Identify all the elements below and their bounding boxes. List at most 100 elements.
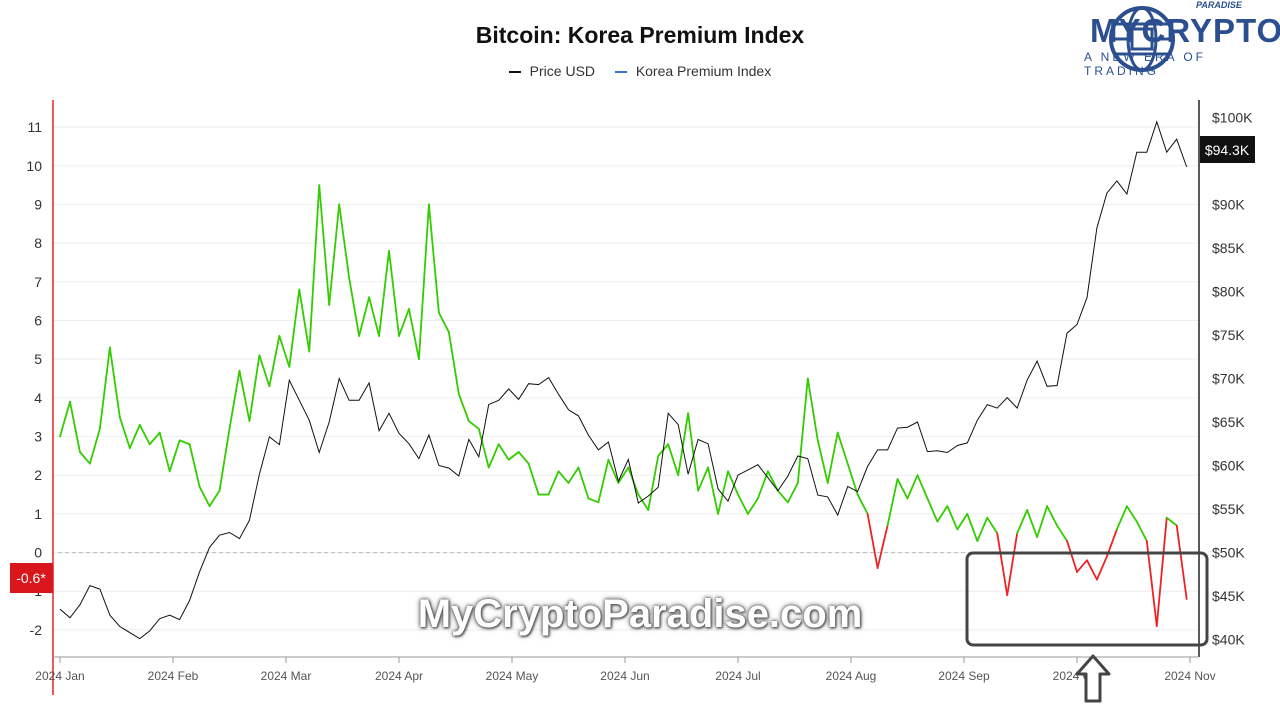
x-tick-label: 2024 Nov (1164, 669, 1215, 683)
right-tick-label: $100K (1212, 109, 1253, 125)
x-tick-label: 2024 Jul (715, 669, 760, 683)
legend-swatch-premium (614, 71, 627, 74)
premium-segment (497, 443, 510, 461)
premium-segment (467, 420, 480, 430)
premium-segment (158, 431, 171, 473)
premium-segment (108, 346, 121, 419)
premium-segment (597, 458, 610, 504)
left-tick-label: 5 (34, 351, 42, 367)
premium-segment (278, 335, 291, 368)
premium-segment (707, 466, 719, 515)
logo-subtitle: A NEW ERA OF TRADING (1084, 50, 1207, 78)
premium-segment (378, 249, 390, 337)
premium-series (59, 184, 1188, 627)
current-premium-badge-bg (10, 563, 53, 593)
legend-item-premium[interactable]: Korea Premium Index (614, 63, 772, 79)
premium-segment (1026, 509, 1039, 538)
premium-segment (816, 439, 829, 484)
premium-segment (547, 470, 560, 496)
premium-segment (876, 524, 889, 569)
premium-segment (328, 203, 341, 306)
premium-segment (388, 249, 400, 337)
premium-segment (318, 184, 331, 306)
up-arrow-icon (1075, 654, 1111, 703)
x-tick-label: 2024 Mar (261, 669, 312, 683)
premium-segment (1165, 516, 1178, 527)
premium-segment (79, 451, 91, 465)
premium-segment (697, 466, 709, 492)
left-tick-label: 3 (34, 429, 42, 445)
premium-segment (776, 489, 789, 504)
premium-segment (747, 497, 759, 515)
current-price-badge-bg (1200, 136, 1255, 163)
premium-segment (1046, 505, 1058, 527)
premium-segment (1006, 532, 1019, 597)
premium-segment (836, 431, 849, 465)
premium-segment (1096, 555, 1108, 581)
premium-segment (677, 412, 690, 477)
right-tick-label: $40K (1212, 632, 1245, 648)
right-tick-label: $45K (1212, 588, 1245, 604)
right-tick-label: $80K (1212, 283, 1245, 299)
right-tick-label: $65K (1212, 414, 1245, 430)
current-premium-label: -0.6* (16, 570, 46, 586)
legend-label-premium: Korea Premium Index (635, 63, 772, 79)
premium-segment (258, 354, 271, 388)
current-price-badge: $94.3K (1200, 136, 1255, 163)
premium-segment (507, 451, 520, 461)
right-tick-label: $75K (1212, 327, 1245, 343)
premium-segment (168, 439, 181, 473)
premium-segment (447, 331, 460, 395)
premium-segment (248, 354, 261, 422)
right-tick-label: $55K (1212, 501, 1245, 517)
right-axis-ticks: $100K $90K $85K $80K $75K $70K $65K $60K $55K $50… (1212, 109, 1253, 647)
legend-label-price: Price USD (529, 63, 596, 79)
premium-segment (218, 427, 231, 492)
premium-segment (238, 369, 251, 422)
left-tick-label: 4 (34, 390, 42, 406)
premium-segment (368, 296, 380, 337)
premium-segment (966, 512, 979, 542)
premium-segment (1086, 559, 1098, 581)
logo-tag: PARADISE (1196, 0, 1242, 10)
premium-segment (617, 466, 630, 484)
premium-segment (118, 416, 131, 450)
current-price-label: $94.3K (1205, 142, 1250, 158)
premium-segment (69, 400, 81, 453)
premium-segment (1125, 505, 1138, 523)
legend-item-price[interactable]: Price USD (508, 63, 596, 79)
premium-segment (59, 400, 71, 438)
premium-segment (846, 462, 859, 496)
premium-segment (527, 462, 540, 496)
premium-segment (946, 505, 959, 531)
premium-segment (128, 424, 141, 450)
premium-segment (477, 427, 490, 469)
left-tick-label: 11 (27, 119, 42, 135)
premium-segment (996, 532, 1009, 597)
premium-segment (428, 203, 440, 314)
left-tick-label: 1 (34, 506, 42, 522)
premium-segment (896, 478, 909, 500)
premium-segment (408, 307, 420, 361)
premium-segment (916, 474, 929, 500)
premium-segment (577, 466, 590, 500)
premium-segment (1145, 540, 1158, 627)
premium-segment (637, 493, 650, 511)
premium-segment (1175, 524, 1188, 600)
premium-segment (138, 424, 151, 446)
premium-segment (557, 470, 570, 484)
premium-segment (268, 335, 281, 388)
right-tick-label: $90K (1212, 196, 1245, 212)
premium-segment (587, 497, 600, 504)
premium-segment (178, 439, 191, 446)
premium-segment (727, 470, 739, 496)
premium-segment (956, 512, 969, 531)
premium-segment (228, 369, 241, 430)
x-tick-label: 2024 Jun (600, 669, 649, 683)
premium-segment (567, 466, 580, 484)
logo-name: MYCRYPTO (1090, 12, 1280, 49)
right-tick-label: $60K (1212, 458, 1245, 474)
premium-segment (1066, 540, 1078, 573)
premium-segment (288, 288, 301, 368)
